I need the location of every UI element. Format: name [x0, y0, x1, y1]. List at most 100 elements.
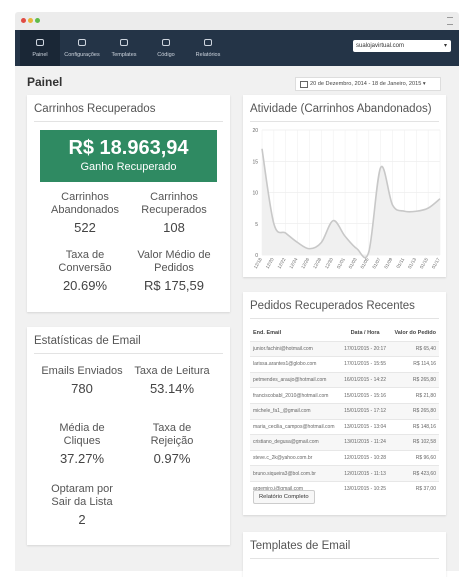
- date-range: 20 de Dezembro, 2014 - 18 de Janeiro, 20…: [310, 81, 422, 87]
- column-header: End. Email: [253, 330, 282, 337]
- x-tick-label: 01/01: [336, 257, 346, 270]
- panel-title: Atividade (Carrinhos Abandonados): [250, 103, 432, 115]
- stat-label: Taxa de Conversão: [58, 249, 112, 274]
- stat-label: Emails Enviados: [41, 365, 123, 377]
- table-cell: steve.c_2k@yahoo.com.br: [250, 449, 341, 466]
- table-row: junior.fachini@hotmail.com 17/01/2015 - 2…: [250, 340, 439, 357]
- stat-label: Carrinhos Abandonados: [51, 191, 119, 216]
- table-cell: 17/01/2015 - 15:55: [340, 356, 390, 373]
- email-panel: Estatísticas de Email Emails Enviados 780…: [27, 327, 230, 545]
- table-row: bruno.siqueira3@bol.com.br 12/01/2015 - 1…: [250, 465, 439, 482]
- nav-label: Configurações: [64, 52, 100, 58]
- table-cell: R$ 102,58: [389, 434, 439, 451]
- y-tick-label: 10: [252, 191, 258, 197]
- table-cell: 13/01/2015 - 11:24: [340, 434, 390, 451]
- table-cell: R$ 114,16: [389, 356, 439, 373]
- stat-value: 108: [163, 220, 185, 235]
- nav-label: Relatórios: [195, 52, 221, 58]
- table-cell: cristiano_degusa@gmail.com: [250, 434, 341, 451]
- table-cell: 12/01/2015 - 10:28: [340, 449, 390, 466]
- amount-label: Ganho Recuperado: [80, 161, 177, 173]
- stat-label: Taxa de Rejeição: [150, 422, 194, 447]
- table-cell: 15/01/2015 - 17:12: [340, 402, 390, 420]
- table-cell: 13/01/2015 - 13:04: [340, 418, 390, 435]
- x-tick-label: 12/26: [300, 257, 310, 270]
- activity-panel: Atividade (Carrinhos Abandonados) 0 5 10 15…: [243, 95, 446, 277]
- stat: Média de Cliques 37.27%: [40, 422, 124, 466]
- nav-item[interactable]: Código: [146, 30, 186, 66]
- table-row: larissa.arantes1@globo.com 17/01/2015 - 1…: [250, 356, 439, 373]
- x-tick-label: 12/24: [288, 257, 298, 270]
- stat: Carrinhos Recuperados 108: [132, 191, 216, 235]
- table-cell: R$ 37,00: [389, 480, 439, 497]
- table-cell: michele_fa1_@gmail.com: [250, 402, 341, 420]
- table-row: petmendes_araujo@hotmail.com 16/01/2015 -…: [250, 371, 439, 388]
- report-button[interactable]: Relatório Completo: [253, 490, 315, 504]
- stat-value: 0.97%: [153, 451, 191, 466]
- x-tick-label: 01/07: [371, 257, 381, 270]
- table-cell: bruno.siqueira3@bol.com.br: [250, 465, 341, 482]
- y-tick-label: 5: [255, 222, 258, 228]
- table-cell: petmendes_araujo@hotmail.com: [250, 371, 341, 388]
- stat-value: 53.14%: [149, 381, 195, 396]
- templates-panel: Templates de Email: [243, 532, 446, 577]
- nav-label: Código: [157, 52, 175, 58]
- area: [262, 148, 440, 258]
- x-tick-label: 12/18: [253, 257, 263, 270]
- stat-value: 522: [74, 220, 96, 235]
- activity-chart: 0 5 10 15 20 12/18 12/20 12/22 12/24 12/26 12/28 12…: [252, 128, 441, 270]
- stat: Carrinhos Abandonados 522: [43, 191, 127, 235]
- table-cell: R$ 21,80: [389, 387, 439, 404]
- table-cell: R$ 65,40: [389, 340, 439, 357]
- x-tick-label: 01/17: [431, 257, 441, 270]
- nav-icon: [36, 39, 44, 46]
- stat-value: 780: [71, 381, 93, 396]
- table-cell: maria_cecilia_campos@hotmail.com: [250, 418, 341, 435]
- x-tick-label: 01/15: [419, 257, 429, 270]
- table-cell: 12/01/2015 - 11:13: [340, 465, 390, 482]
- panel-title: Templates de Email: [250, 540, 351, 552]
- nav-icon: [204, 39, 212, 46]
- table-cell: franciscobabl_2010@hotmail.com: [250, 387, 341, 404]
- column-header: Valor do Pedido: [394, 330, 436, 337]
- nav-icon: [78, 39, 86, 46]
- stat-label: Valor Médio de Pedidos: [137, 249, 211, 274]
- x-tick-label: 12/22: [277, 257, 287, 270]
- table-row: maria_cecilia_campos@hotmail.com 13/01/20…: [250, 418, 439, 435]
- table-header: End. Email Data / Hora Valor do Pedido: [250, 326, 439, 341]
- nav-item[interactable]: Painel: [20, 30, 60, 66]
- nav-item[interactable]: Templates: [104, 30, 144, 66]
- x-tick-label: 01/11: [395, 257, 405, 270]
- y-tick-label: 0: [255, 253, 258, 259]
- y-tick-label: 20: [252, 128, 258, 134]
- line: [261, 148, 441, 259]
- stat-label: Média de Cliques: [59, 422, 105, 447]
- table-cell: junior.fachini@hotmail.com: [250, 340, 341, 357]
- nav-item[interactable]: Configurações: [62, 30, 102, 66]
- nav-icon: [162, 39, 170, 46]
- x-tick-label: 01/05: [360, 257, 370, 270]
- x-tick-label: 12/28: [312, 257, 322, 270]
- table-row: steve.c_2k@yahoo.com.br 12/01/2015 - 10:2…: [250, 449, 439, 466]
- x-tick-label: 12/30: [324, 257, 334, 270]
- table-cell: 15/01/2015 - 15:16: [340, 387, 390, 404]
- nav-label: Painel: [32, 52, 48, 58]
- x-tick-label: 01/13: [407, 257, 417, 270]
- stat-label: Optaram por Sair da Lista: [51, 483, 113, 508]
- stat-value: 20.69%: [62, 278, 108, 293]
- x-tick-label: 01/03: [348, 257, 358, 270]
- stat: Taxa de Leitura 53.14%: [130, 365, 214, 396]
- stat: Valor Médio de Pedidos R$ 175,59: [132, 249, 216, 293]
- browser-bar: [15, 12, 459, 30]
- stat: Taxa de Conversão 20.69%: [43, 249, 127, 293]
- orders-table: End. Email Data / Hora Valor do Pedido juni…: [250, 326, 439, 497]
- nav-item[interactable]: Relatórios: [188, 30, 228, 66]
- recovered-panel: Carrinhos Recuperados R$ 18.963,94 Ganho…: [27, 95, 230, 312]
- stat-label: Carrinhos Recuperados: [141, 191, 207, 216]
- table-cell: R$ 423,60: [389, 465, 439, 482]
- nav-icon: [120, 39, 128, 46]
- stat-label: Taxa de Leitura: [134, 365, 210, 377]
- date-picker[interactable]: 20 de Dezembro, 2014 - 18 de Janeiro, 20…: [295, 77, 441, 91]
- store-select[interactable]: sualojavirtual.com ▾: [353, 40, 451, 52]
